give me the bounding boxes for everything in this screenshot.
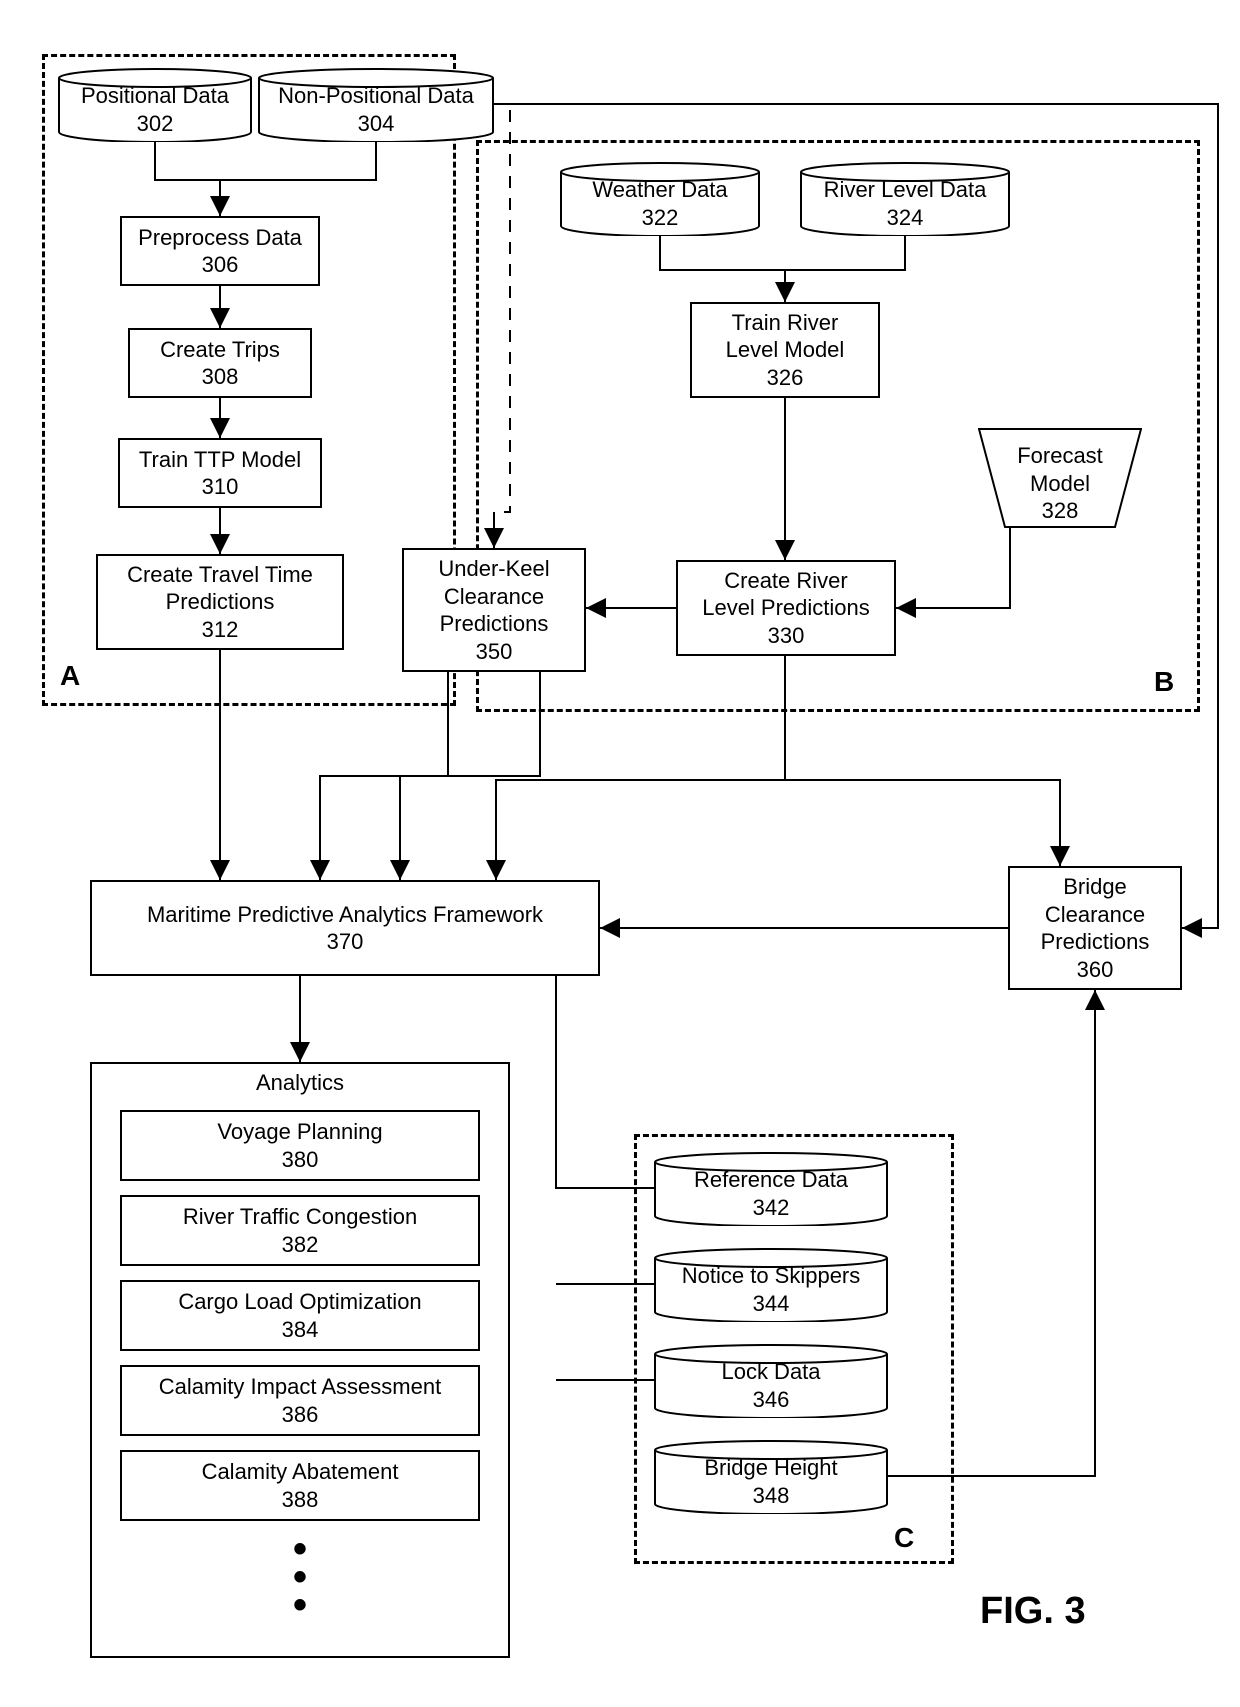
- box-312: Create Travel TimePredictions312: [96, 554, 344, 650]
- box-350: Under-KeelClearancePredictions350: [402, 548, 586, 672]
- analytics-item-382: River Traffic Congestion382: [120, 1195, 480, 1266]
- cylinder-344: Notice to Skippers 344: [654, 1248, 888, 1322]
- trapezoid-328: ForecastModel 328: [978, 428, 1142, 528]
- cylinder-324: River Level Data 324: [800, 162, 1010, 236]
- analytics-item-388: Calamity Abatement388: [120, 1450, 480, 1521]
- edge-e342-370: [488, 956, 654, 1188]
- cyl-label-348: Bridge Height: [704, 1455, 837, 1480]
- group-C-label: C: [894, 1522, 914, 1554]
- cyl-label-342: Reference Data: [694, 1167, 848, 1192]
- cyl-num-304: 304: [358, 111, 395, 136]
- box-308: Create Trips308: [128, 328, 312, 398]
- cyl-num-322: 322: [642, 205, 679, 230]
- cyl-label-302: Positional Data: [81, 83, 229, 108]
- cyl-label-324: River Level Data: [824, 177, 987, 202]
- cylinder-302: Positional Data 302: [58, 68, 252, 142]
- cyl-num-348: 348: [753, 1483, 790, 1508]
- cylinder-348: Bridge Height 348: [654, 1440, 888, 1514]
- edge-e330-360: [785, 780, 1060, 866]
- group-B-label: B: [1154, 666, 1174, 698]
- analytics-title: Analytics: [92, 1070, 508, 1096]
- cyl-num-344: 344: [753, 1291, 790, 1316]
- box-306: Preprocess Data306: [120, 216, 320, 286]
- ellipsis-icon: •••: [92, 1535, 508, 1619]
- cyl-label-304: Non-Positional Data: [278, 83, 474, 108]
- analytics-item-380: Voyage Planning380: [120, 1110, 480, 1181]
- figure-label: FIG. 3: [980, 1590, 1086, 1633]
- edge-e330-370: [496, 780, 785, 880]
- cyl-num-324: 324: [887, 205, 924, 230]
- cylinder-342: Reference Data 342: [654, 1152, 888, 1226]
- analytics-item-384: Cargo Load Optimization384: [120, 1280, 480, 1351]
- group-A-label: A: [60, 660, 80, 692]
- box-326: Train RiverLevel Model326: [690, 302, 880, 398]
- box-330: Create RiverLevel Predictions330: [676, 560, 896, 656]
- cyl-label-346: Lock Data: [721, 1359, 820, 1384]
- box-310: Train TTP Model310: [118, 438, 322, 508]
- cyl-num-346: 346: [753, 1387, 790, 1412]
- cylinder-304: Non-Positional Data 304: [258, 68, 494, 142]
- diagram-canvas: A B C Positional Data 302 Non-Positional…: [0, 0, 1240, 1707]
- analytics-container: Analytics Voyage Planning380 River Traffi…: [90, 1062, 510, 1658]
- cyl-num-342: 342: [753, 1195, 790, 1220]
- box-370: Maritime Predictive Analytics Framework3…: [90, 880, 600, 976]
- analytics-item-386: Calamity Impact Assessment386: [120, 1365, 480, 1436]
- cylinder-322: Weather Data 322: [560, 162, 760, 236]
- box-360: BridgeClearancePredictions360: [1008, 866, 1182, 990]
- cylinder-346: Lock Data 346: [654, 1344, 888, 1418]
- cyl-label-344: Notice to Skippers: [682, 1263, 861, 1288]
- cyl-label-322: Weather Data: [592, 177, 727, 202]
- cyl-num-302: 302: [137, 111, 174, 136]
